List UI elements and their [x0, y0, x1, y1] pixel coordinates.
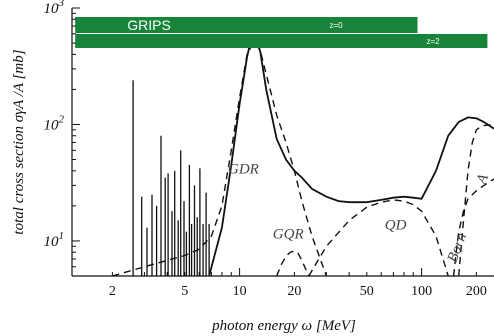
y-axis-label: total cross section σγA /A [mb] — [11, 49, 27, 234]
grips-bands: z=0 z=2 GRIPS — [75, 17, 488, 48]
x-tick-label: 2 — [109, 284, 116, 299]
grips-title: GRIPS — [127, 17, 171, 33]
annotation-gqr: GQR — [273, 227, 304, 243]
component-curve-qd — [308, 199, 449, 276]
y-tick-label: 101 — [44, 230, 65, 250]
x-tick-label: 200 — [466, 284, 487, 299]
curves-layer — [112, 35, 494, 276]
component-curve-born — [452, 178, 494, 276]
band-label: z=0 — [329, 21, 343, 30]
x-tick-label: 10 — [233, 284, 247, 299]
component-curve-a — [458, 123, 494, 276]
y-tick-label: 103 — [44, 0, 65, 17]
x-tick-label: 100 — [411, 284, 432, 299]
component-curve-gqr — [276, 250, 310, 276]
grips-band-z2 — [75, 34, 488, 48]
axes — [71, 7, 494, 277]
annotation-gdr: GDR — [228, 161, 259, 177]
x-tick-label: 5 — [181, 284, 188, 299]
x-tick-label: 20 — [287, 284, 301, 299]
band-label: z=2 — [426, 37, 440, 46]
x-axis-label: photon energy ω [MeV] — [211, 318, 356, 334]
x-tick-label: 50 — [360, 284, 374, 299]
y-tick-label: 102 — [44, 113, 65, 133]
total-cross-section-curve — [208, 35, 494, 276]
annotation-qd: QD — [385, 218, 407, 234]
grips-band-z0 — [75, 17, 418, 33]
labels: 2 5 10 20 50 100 200 101 102 103 photon energy ω [… — [11, 0, 492, 334]
